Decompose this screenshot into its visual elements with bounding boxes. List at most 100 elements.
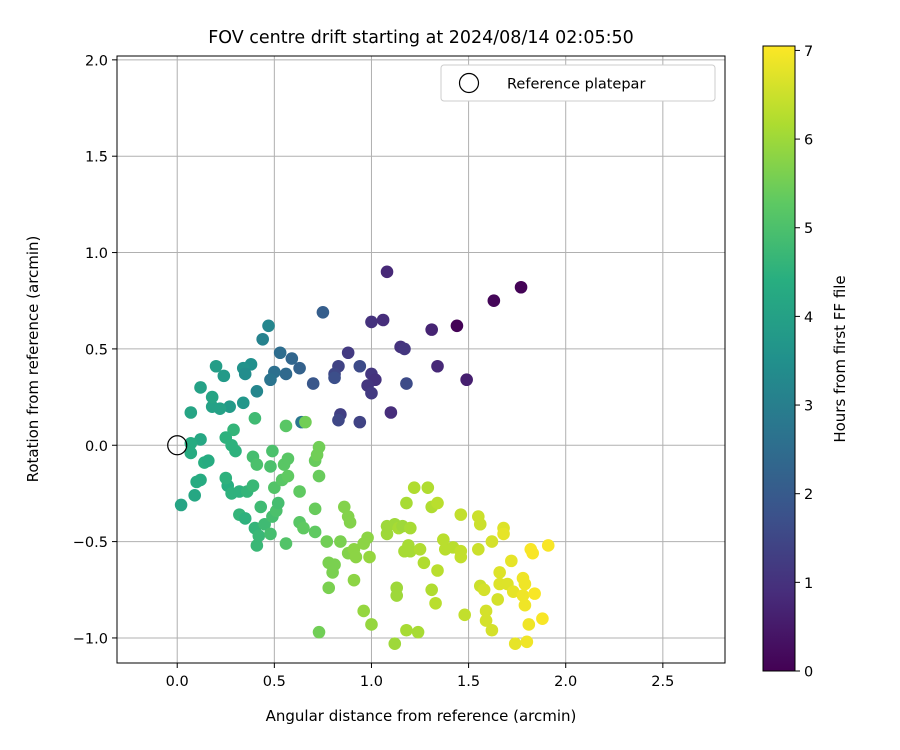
y-tick-label: 0.0	[85, 439, 108, 455]
scatter-point	[174, 498, 188, 512]
y-tick-label: 1.5	[85, 150, 108, 166]
x-tick-label: 2.5	[651, 674, 674, 690]
scatter-point	[250, 458, 264, 471]
scatter-point	[520, 635, 534, 649]
scatter-point	[353, 359, 367, 373]
colorbar-tick-label: 5	[804, 221, 813, 237]
scatter-point	[293, 485, 306, 498]
scatter-point	[365, 315, 378, 329]
scatter-point	[413, 543, 427, 556]
scatter-point	[407, 481, 421, 494]
colorbar: 0 1 2 3 4 5 6 7 Hours from first FF file	[762, 44, 849, 681]
scatter-point	[306, 377, 320, 390]
scatter-point	[256, 332, 269, 346]
scatter-point	[281, 469, 295, 483]
x-tick-label: 1.5	[457, 674, 480, 690]
scatter-point	[400, 496, 413, 510]
colorbar-tick-label: 0	[804, 665, 813, 681]
scatter-point	[320, 535, 334, 548]
scatter-point	[390, 589, 404, 602]
scatter-point	[264, 527, 277, 541]
scatter-point	[417, 556, 431, 570]
y-tick-label: 2.0	[85, 53, 108, 69]
scatter-point	[250, 539, 264, 552]
colorbar-tick-label: 6	[804, 133, 813, 149]
scatter-point	[238, 512, 252, 525]
scatter-points	[174, 265, 555, 651]
scatter-point	[505, 554, 518, 568]
scatter-point	[264, 373, 277, 387]
grid-lines	[117, 56, 725, 663]
scatter-point	[518, 577, 532, 591]
scatter-point	[248, 411, 262, 425]
scatter-point	[454, 508, 468, 521]
x-axis-label: Angular distance from reference (arcmin)	[266, 707, 577, 725]
scatter-point	[337, 500, 351, 514]
scatter-point	[227, 423, 240, 437]
scatter-point	[526, 546, 539, 560]
scatter-point	[380, 527, 394, 541]
x-tick-label: 2.0	[554, 674, 577, 690]
scatter-point	[279, 367, 293, 381]
scatter-point	[252, 529, 266, 543]
scatter-point	[497, 527, 510, 541]
scatter-point	[279, 537, 293, 550]
scatter-point	[431, 496, 444, 510]
scatter-point	[297, 521, 310, 535]
scatter-point	[400, 377, 413, 390]
y-tick-label: −0.5	[73, 535, 108, 551]
y-tick-label: 1.0	[85, 246, 108, 262]
colorbar-tick-label: 2	[804, 487, 813, 503]
scatter-point	[477, 583, 491, 597]
scatter-point	[279, 419, 293, 433]
scatter-point	[205, 400, 219, 414]
scatter-point	[404, 544, 417, 558]
scatter-point	[528, 587, 541, 600]
scatter-point	[312, 440, 326, 454]
scatter-point	[473, 517, 487, 531]
scatter-point	[506, 585, 520, 599]
scatter-point	[411, 625, 425, 639]
scatter-point	[400, 623, 413, 637]
scatter-point	[404, 521, 417, 535]
scatter-point	[398, 342, 411, 356]
scatter-point	[429, 596, 442, 610]
scatter-point	[312, 469, 326, 483]
scatter-point	[326, 566, 339, 579]
scatter-point	[522, 618, 536, 631]
scatter-point	[201, 454, 215, 467]
colorbar-tick-label: 1	[804, 576, 813, 592]
scatter-point	[285, 352, 299, 365]
scatter-point	[376, 313, 390, 327]
scatter-point	[194, 381, 207, 394]
x-tick-label: 1.0	[360, 674, 383, 690]
scatter-point	[341, 346, 355, 360]
scatter-point	[217, 369, 231, 383]
scatter-point	[254, 500, 268, 514]
colorbar-tick-label: 4	[804, 310, 813, 326]
scatter-point	[308, 502, 322, 516]
scatter-point	[541, 539, 555, 552]
scatter-point	[421, 481, 435, 494]
scatter-point	[268, 481, 281, 494]
scatter-point	[485, 535, 499, 548]
scatter-point	[518, 598, 532, 612]
scatter-point	[312, 625, 326, 639]
y-tick-label: 0.5	[85, 342, 108, 358]
scatter-point	[479, 604, 493, 618]
scatter-point	[209, 359, 223, 373]
scatter-point	[246, 479, 260, 493]
scatter-point	[334, 535, 347, 548]
scatter-point	[361, 531, 374, 545]
scatter-point	[184, 406, 198, 419]
plot-frame	[116, 55, 726, 664]
scatter-point	[343, 516, 357, 529]
scatter-point	[365, 618, 378, 631]
scatter-point	[271, 496, 285, 510]
scatter-point	[266, 444, 279, 458]
scatter-point	[425, 323, 438, 336]
scatter-point	[491, 593, 505, 606]
scatter-point	[516, 589, 530, 602]
legend-box	[440, 64, 716, 102]
scatter-point	[425, 583, 438, 597]
